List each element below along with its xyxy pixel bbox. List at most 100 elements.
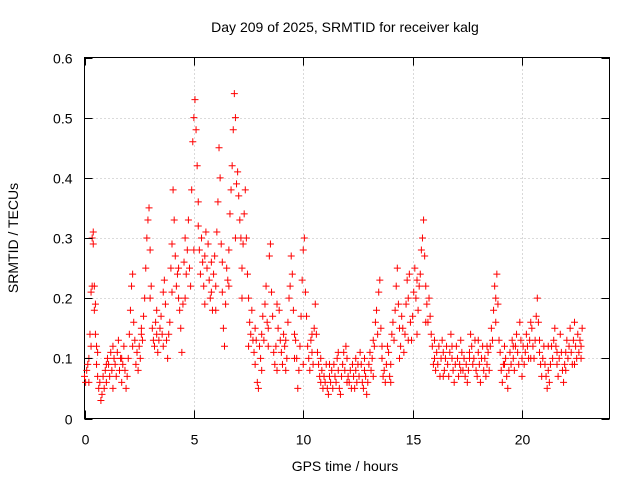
data-point (405, 270, 413, 278)
data-point (277, 348, 285, 356)
data-point (509, 354, 517, 362)
data-point (413, 276, 421, 284)
data-point (144, 216, 152, 224)
data-point (221, 342, 228, 350)
data-point (545, 378, 553, 386)
data-point (461, 372, 469, 380)
data-point (453, 354, 461, 362)
data-point (121, 366, 129, 374)
data-point (536, 348, 543, 356)
axis-ticks (84, 57, 610, 420)
data-point (432, 366, 440, 374)
data-point (169, 186, 177, 194)
data-point (310, 324, 318, 332)
data-point (403, 276, 411, 284)
data-point (371, 318, 379, 326)
data-point (483, 342, 491, 350)
data-point (569, 336, 577, 344)
data-point (449, 366, 457, 374)
data-point (238, 294, 246, 302)
data-point (226, 210, 234, 218)
x-tick-labels: 0 5 10 15 20 (82, 432, 531, 448)
data-point (333, 354, 341, 362)
data-point (553, 348, 561, 356)
data-point (151, 342, 158, 350)
data-point (283, 354, 291, 362)
data-point (398, 312, 406, 320)
data-point (99, 372, 107, 380)
data-point (210, 270, 218, 278)
data-point (339, 360, 347, 368)
data-point (423, 300, 431, 308)
data-point (556, 330, 564, 338)
data-point (317, 354, 325, 362)
data-point (275, 306, 283, 314)
data-point (435, 342, 443, 350)
data-point (393, 264, 401, 272)
data-point (527, 318, 535, 326)
data-point (299, 360, 307, 368)
data-point (315, 360, 323, 368)
data-point (553, 360, 561, 368)
data-point (245, 342, 253, 350)
data-point (529, 342, 537, 350)
data-point (554, 372, 562, 380)
data-point (492, 318, 500, 326)
data-point (413, 330, 421, 338)
x-tick-label: 10 (296, 432, 312, 448)
x-tick-label: 5 (191, 432, 199, 448)
data-point (356, 348, 364, 356)
data-point (167, 264, 175, 272)
data-point (175, 294, 183, 302)
data-point (259, 312, 267, 320)
data-point (270, 348, 278, 356)
plot-frame (84, 57, 610, 419)
data-point (212, 282, 220, 290)
data-point (399, 324, 407, 332)
data-point (158, 330, 166, 338)
data-point (183, 246, 191, 254)
data-point (466, 354, 473, 362)
data-point (484, 348, 492, 356)
data-point (179, 300, 187, 308)
data-point (170, 216, 178, 224)
data-point (422, 318, 430, 326)
data-point (194, 198, 202, 206)
data-point (307, 336, 315, 344)
data-point (272, 342, 280, 350)
data-point (106, 372, 114, 380)
data-point (394, 300, 402, 308)
data-point (402, 300, 410, 308)
data-point (213, 228, 221, 236)
data-point (146, 246, 154, 254)
data-point (89, 240, 97, 248)
data-point (536, 336, 543, 344)
data-point (366, 348, 374, 356)
data-point (555, 354, 563, 362)
data-point (125, 330, 133, 338)
data-point (491, 282, 499, 290)
data-point (94, 348, 102, 356)
data-point (578, 324, 586, 332)
data-point (97, 396, 105, 404)
data-point (131, 336, 139, 344)
data-point (261, 300, 269, 308)
data-point (359, 384, 367, 392)
data-point (421, 252, 429, 260)
data-point (331, 372, 339, 380)
data-point (204, 240, 212, 248)
data-point (129, 342, 137, 350)
data-point (258, 330, 266, 338)
data-point (135, 342, 143, 350)
data-point (487, 324, 495, 332)
data-point (426, 312, 434, 320)
y-tick-label: 0.5 (53, 111, 73, 127)
data-point (300, 234, 308, 242)
data-point (140, 312, 148, 320)
data-point (352, 354, 360, 362)
data-point (109, 384, 117, 392)
data-point (241, 186, 249, 194)
y-tick-label: 0.3 (53, 231, 73, 247)
data-point (396, 354, 403, 362)
data-point (542, 372, 550, 380)
